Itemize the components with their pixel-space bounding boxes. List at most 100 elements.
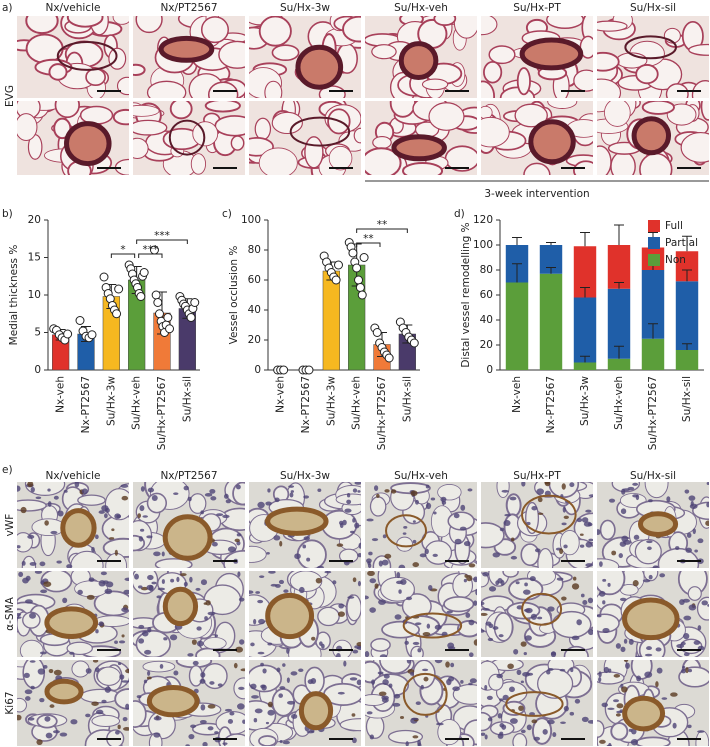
nucleus xyxy=(633,534,640,540)
nucleus xyxy=(298,586,305,594)
alveolus xyxy=(551,610,592,639)
nucleus xyxy=(173,492,179,496)
micrograph xyxy=(597,660,709,746)
nucleus xyxy=(66,564,73,568)
significance-bracket xyxy=(138,253,163,258)
micrograph xyxy=(17,101,129,175)
nucleus xyxy=(412,562,420,568)
significance-label: *** xyxy=(154,230,170,242)
nucleus xyxy=(563,705,569,712)
nucleus xyxy=(200,704,206,711)
nucleus xyxy=(531,719,538,724)
alveolus xyxy=(428,102,465,131)
nucleus xyxy=(581,716,589,722)
column-header: Nx/vehicle xyxy=(45,470,100,482)
nucleus xyxy=(518,705,524,712)
nucleus xyxy=(140,586,149,591)
nucleus xyxy=(513,648,519,655)
alveolus xyxy=(597,78,622,98)
nucleus xyxy=(250,642,255,647)
nucleus xyxy=(358,542,361,549)
nucleus xyxy=(176,576,180,583)
nucleus xyxy=(459,526,467,531)
nucleus xyxy=(561,596,567,601)
nucleus xyxy=(161,551,165,557)
data-point xyxy=(136,292,146,301)
nucleus xyxy=(685,547,692,553)
alveolus xyxy=(421,78,449,91)
nucleus xyxy=(180,573,187,577)
nucleus xyxy=(544,482,551,487)
nucleus xyxy=(484,734,488,740)
alveolus xyxy=(488,673,504,691)
nucleus xyxy=(393,693,401,699)
nucleus xyxy=(611,550,617,556)
alveolus xyxy=(254,117,272,141)
alveolus xyxy=(641,101,675,115)
nucleus xyxy=(346,499,352,505)
nucleus xyxy=(396,580,404,585)
data-point xyxy=(372,328,382,337)
nucleus xyxy=(628,638,634,645)
nucleus xyxy=(448,676,455,682)
nucleus xyxy=(123,727,129,731)
data-point xyxy=(359,253,369,262)
alveolus xyxy=(573,69,593,92)
nucleus xyxy=(680,668,687,674)
micrograph xyxy=(133,101,245,175)
nucleus xyxy=(625,662,630,669)
nucleus xyxy=(321,643,325,649)
nucleus xyxy=(122,717,128,722)
nucleus xyxy=(117,724,121,730)
nucleus xyxy=(200,510,204,515)
vessel-wall xyxy=(44,606,99,639)
alveolus xyxy=(214,115,245,137)
nucleus xyxy=(644,671,653,678)
nucleus xyxy=(140,486,145,492)
nucleus xyxy=(635,655,642,657)
data-point xyxy=(384,353,394,363)
nucleus xyxy=(237,571,241,577)
nucleus xyxy=(352,737,357,744)
significance-label: ** xyxy=(363,233,374,245)
nucleus xyxy=(95,709,104,715)
alveolus xyxy=(192,121,219,147)
nucleus xyxy=(426,623,431,629)
nucleus xyxy=(104,513,108,519)
nucleus xyxy=(622,488,630,492)
nucleus xyxy=(37,668,46,675)
nucleus xyxy=(381,559,389,566)
nucleus xyxy=(569,482,575,488)
alveolus xyxy=(249,664,283,693)
nucleus xyxy=(223,493,229,499)
nucleus xyxy=(689,503,698,509)
nucleus xyxy=(196,640,204,647)
alveolus xyxy=(481,80,496,98)
nucleus xyxy=(467,488,473,492)
micrograph xyxy=(365,16,477,98)
nucleus xyxy=(24,689,33,695)
nucleus xyxy=(417,739,421,746)
alveolus xyxy=(96,666,121,686)
nucleus xyxy=(412,641,420,645)
nucleus xyxy=(336,543,344,547)
nucleus xyxy=(290,490,295,493)
nucleus xyxy=(563,544,568,549)
alveolus xyxy=(135,629,171,657)
nucleus xyxy=(623,539,632,545)
nucleus xyxy=(39,698,45,703)
nucleus xyxy=(433,511,437,515)
vessel-wall xyxy=(64,121,112,167)
nucleus xyxy=(537,616,543,620)
nucleus xyxy=(288,485,295,488)
alveolus xyxy=(317,606,340,627)
nucleus xyxy=(547,606,555,612)
nucleus xyxy=(211,541,218,547)
nucleus xyxy=(43,581,52,587)
alveolus xyxy=(80,688,121,704)
nucleus xyxy=(646,540,653,544)
nucleus xyxy=(412,520,416,523)
alveolus xyxy=(680,131,709,163)
nucleus xyxy=(394,614,402,620)
alveolus xyxy=(634,538,662,565)
